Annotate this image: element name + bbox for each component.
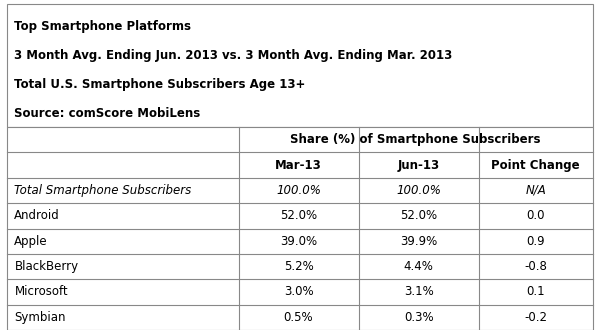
- Text: Apple: Apple: [14, 235, 48, 248]
- Text: Point Change: Point Change: [491, 159, 580, 172]
- Text: 0.0: 0.0: [526, 209, 545, 222]
- Text: 52.0%: 52.0%: [280, 209, 317, 222]
- Text: Share (%) of Smartphone Subscribers: Share (%) of Smartphone Subscribers: [290, 133, 541, 146]
- Text: 4.4%: 4.4%: [404, 260, 434, 273]
- Text: Mar-13: Mar-13: [275, 159, 322, 172]
- Text: 3 Month Avg. Ending Jun. 2013 vs. 3 Month Avg. Ending Mar. 2013: 3 Month Avg. Ending Jun. 2013 vs. 3 Mont…: [14, 49, 452, 62]
- Text: 0.3%: 0.3%: [404, 311, 433, 324]
- Text: Symbian: Symbian: [14, 311, 66, 324]
- Text: Total Smartphone Subscribers: Total Smartphone Subscribers: [14, 184, 191, 197]
- Bar: [7, 4, 593, 127]
- Text: Microsoft: Microsoft: [14, 285, 68, 298]
- Text: 52.0%: 52.0%: [400, 209, 437, 222]
- Text: BlackBerry: BlackBerry: [14, 260, 79, 273]
- Bar: [7, 127, 593, 330]
- Text: Android: Android: [14, 209, 60, 222]
- Text: 3.0%: 3.0%: [284, 285, 313, 298]
- Text: 0.1: 0.1: [526, 285, 545, 298]
- Text: 39.0%: 39.0%: [280, 235, 317, 248]
- Text: 100.0%: 100.0%: [396, 184, 441, 197]
- Text: Total U.S. Smartphone Subscribers Age 13+: Total U.S. Smartphone Subscribers Age 13…: [14, 78, 306, 91]
- Text: -0.8: -0.8: [524, 260, 547, 273]
- Text: 39.9%: 39.9%: [400, 235, 437, 248]
- Text: -0.2: -0.2: [524, 311, 547, 324]
- Text: 100.0%: 100.0%: [276, 184, 321, 197]
- Text: Source: comScore MobiLens: Source: comScore MobiLens: [14, 107, 200, 120]
- Text: 0.5%: 0.5%: [284, 311, 313, 324]
- Text: 3.1%: 3.1%: [404, 285, 433, 298]
- Text: Jun-13: Jun-13: [398, 159, 440, 172]
- Text: N/A: N/A: [526, 184, 546, 197]
- Text: 5.2%: 5.2%: [284, 260, 313, 273]
- Text: 0.9: 0.9: [526, 235, 545, 248]
- Text: Top Smartphone Platforms: Top Smartphone Platforms: [14, 20, 191, 33]
